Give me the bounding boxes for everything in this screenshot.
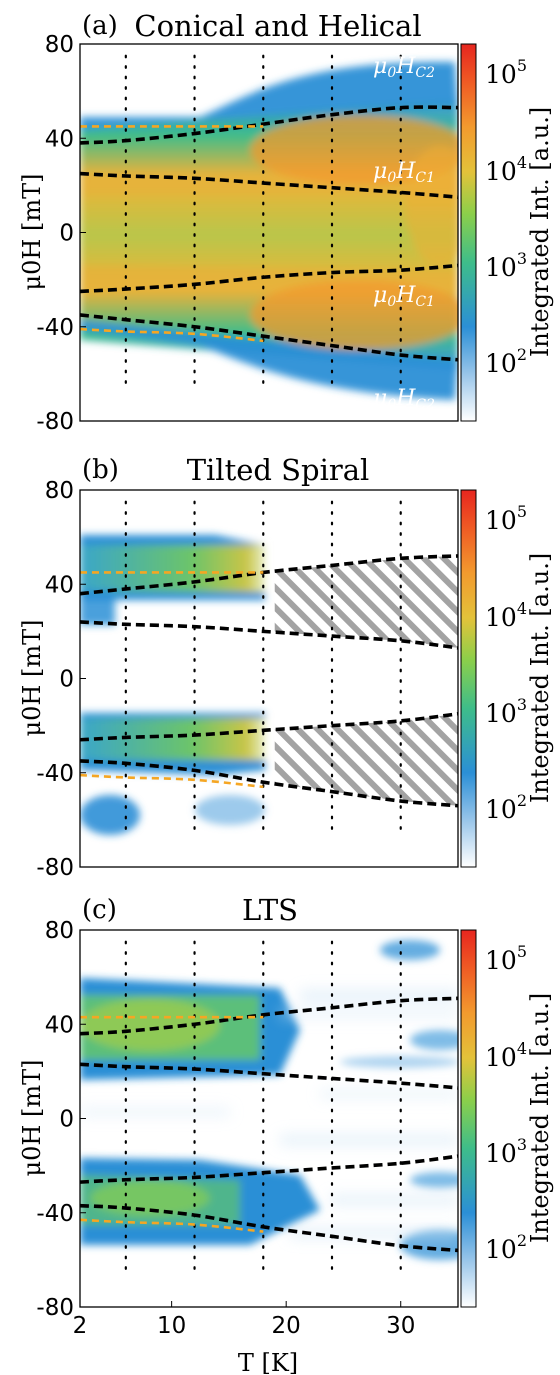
cb-a-tick-1e2: 102 [485, 345, 527, 378]
panel-b-hatch-bottom [274, 713, 458, 806]
cb-b-tick-1e4: 104 [485, 599, 527, 632]
panel-a-letter: (a) [82, 11, 118, 41]
cb-a-tick-1e4: 104 [485, 153, 527, 186]
panel-c-x-label: T [K] [238, 1349, 298, 1375]
boundary-line [79, 759, 459, 808]
y-tick-label: -40 [36, 315, 74, 341]
boundary-line [79, 1062, 459, 1090]
panel-a-y-label: μ0H [mT] [18, 174, 46, 291]
panel-b-colorbar: 105 104 103 102 Integrated Int. [a.u.] [460, 489, 554, 868]
boundary-line [79, 171, 459, 199]
cb-c-tick-1e3: 103 [485, 1135, 527, 1168]
cb-b-tick-1e5: 105 [485, 502, 527, 535]
annotation-hc2-bottom: μ0HC2 [373, 386, 435, 413]
panel-a-colorbar-scale [460, 43, 477, 422]
panel-c-colorbar-scale [460, 929, 477, 1308]
boundary-line [79, 313, 459, 362]
y-tick-label: 80 [45, 32, 74, 58]
boundary-line [79, 263, 459, 294]
panel-b-letter: (b) [82, 455, 119, 485]
x-tick-label: 20 [272, 1313, 301, 1339]
y-tick-label: 0 [59, 1107, 74, 1133]
panel-a-y-ticks: 80 40 0 -40 -80 [36, 32, 86, 435]
cb-c-tick-1e2: 102 [485, 1231, 527, 1264]
cb-c-tick-1e5: 105 [485, 942, 527, 975]
panel-c: (c) LTS [18, 893, 554, 1375]
boundary-line [79, 1203, 459, 1253]
panel-b-overlays [79, 500, 459, 833]
panel-b-heatmap [80, 535, 458, 835]
panel-a: (a) Conical and Helical μ0HC2 μ0HC1 μ0HC… [18, 9, 554, 435]
x-tick-label: 30 [386, 1313, 415, 1339]
panel-b-hatch-top [274, 555, 458, 648]
panel-b-y-ticks: 80 40 0 -40 -80 [36, 478, 86, 881]
boundary-line [79, 620, 459, 650]
panel-b: (b) Tilted Spiral 80 40 0 -40 -80 [18, 453, 554, 881]
panel-c-letter: (c) [82, 895, 117, 925]
panel-b-title: Tilted Spiral [187, 453, 370, 487]
panel-b-colorbar-scale [460, 489, 477, 868]
y-tick-label: -80 [36, 1295, 74, 1321]
panel-a-colorbar: 105 104 103 102 Integrated Int. [a.u.] [460, 43, 554, 422]
cb-a-tick-1e3: 103 [485, 249, 527, 282]
panel-c-colorbar: 105 104 103 102 Integrated Int. [a.u.] [460, 929, 554, 1308]
panel-c-y-ticks: 80 40 0 -40 -80 [36, 918, 86, 1321]
boundary-line [79, 996, 459, 1036]
y-tick-label: 80 [45, 478, 74, 504]
y-tick-label: 0 [59, 667, 74, 693]
y-tick-label: 80 [45, 918, 74, 944]
panel-b-y-label: μ0H [mT] [18, 620, 46, 737]
y-tick-label: 40 [45, 126, 74, 152]
panel-c-heatmap [80, 940, 458, 1260]
annotation-hc2-top: μ0HC2 [373, 54, 435, 81]
panel-a-title: Conical and Helical [134, 9, 421, 43]
boundary-line [79, 712, 459, 742]
panel-c-colorbar-label: Integrated Int. [a.u.] [526, 993, 554, 1243]
y-tick-label: 40 [45, 1012, 74, 1038]
boundary-line [79, 1154, 459, 1184]
cb-a-tick-1e5: 105 [485, 56, 527, 89]
cb-c-tick-1e4: 104 [485, 1039, 527, 1072]
y-tick-label: -40 [36, 1201, 74, 1227]
panel-c-x-ticks: 2 10 20 30 [73, 1301, 415, 1339]
panel-b-colorbar-label: Integrated Int. [a.u.] [526, 553, 554, 803]
boundary-line [79, 105, 459, 145]
panel-c-title: LTS [242, 893, 298, 927]
y-tick-label: -80 [36, 409, 74, 435]
panel-a-overlays [79, 54, 459, 387]
y-tick-label: 0 [59, 221, 74, 247]
panel-c-y-label: μ0H [mT] [18, 1060, 46, 1177]
panel-a-annotations: μ0HC2 μ0HC1 μ0HC1 μ0HC2 [373, 54, 435, 413]
cb-b-tick-1e3: 103 [485, 695, 527, 728]
panel-a-colorbar-label: Integrated Int. [a.u.] [526, 107, 554, 357]
panel-a-heatmap [80, 61, 458, 400]
x-tick-label: 2 [73, 1313, 88, 1339]
cb-b-tick-1e2: 102 [485, 791, 527, 824]
boundary-line [79, 554, 459, 596]
y-tick-label: -40 [36, 761, 74, 787]
x-tick-label: 10 [157, 1313, 186, 1339]
panel-c-overlays [79, 940, 459, 1273]
y-tick-label: 40 [45, 572, 74, 598]
y-tick-label: -80 [36, 855, 74, 881]
